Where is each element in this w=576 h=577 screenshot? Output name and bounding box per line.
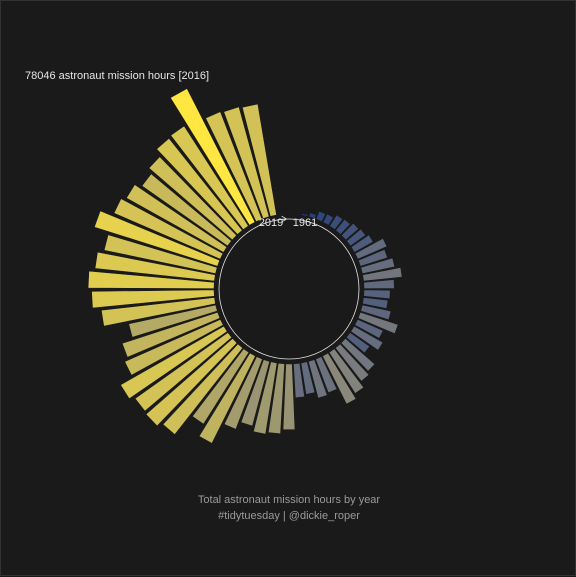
bar-1971 — [357, 249, 388, 267]
bar-2005 — [91, 289, 215, 309]
bar-2019 — [241, 103, 277, 217]
bar-1990 — [282, 363, 296, 430]
peak-annotation: 78046 astronaut mission hours [2016] — [25, 70, 209, 82]
bar-1961 — [301, 213, 309, 217]
bar-1987 — [307, 359, 328, 399]
bar-1980 — [350, 325, 384, 351]
bar-1985 — [322, 352, 357, 405]
bar-1989 — [293, 362, 305, 399]
bar-1969 — [350, 234, 374, 253]
bar-1966 — [335, 218, 351, 235]
bar-1978 — [357, 311, 399, 335]
bar-2000 — [120, 325, 228, 400]
bar-1965 — [329, 214, 344, 230]
bar-1994 — [223, 356, 263, 430]
bar-2002 — [121, 311, 221, 358]
bar-2014 — [156, 137, 243, 235]
bar-2008 — [103, 234, 218, 274]
bar-1973 — [362, 267, 403, 282]
bar-1974 — [363, 279, 395, 289]
bar-1997 — [162, 343, 244, 436]
bar-1970 — [354, 237, 388, 260]
bar-1977 — [360, 304, 392, 321]
bar-1993 — [240, 359, 271, 427]
end-year-label: 2019 — [259, 217, 283, 229]
bar-1972 — [360, 257, 396, 274]
bar-1983 — [334, 343, 370, 382]
bar-1968 — [346, 228, 367, 247]
bar-1998 — [145, 338, 238, 427]
bar-2012 — [141, 173, 232, 247]
bar-2016 — [169, 88, 256, 226]
bar-1984 — [328, 348, 365, 394]
bar-2003 — [128, 304, 218, 338]
year-arrow-icon — [276, 215, 288, 223]
bar-2001 — [124, 318, 224, 376]
bar-1986 — [315, 356, 338, 394]
inner-circle — [218, 218, 360, 360]
bar-2015 — [170, 125, 249, 230]
bar-2011 — [125, 184, 228, 253]
bar-1963 — [315, 210, 327, 222]
bar-2009 — [93, 210, 221, 267]
bars-group — [87, 88, 403, 444]
bar-1992 — [253, 361, 278, 435]
caption-title: Total astronaut mission hours by year — [198, 494, 381, 506]
bar-1964 — [322, 213, 334, 226]
bar-1988 — [300, 361, 316, 395]
bar-2010 — [113, 198, 224, 260]
bar-1975 — [363, 289, 391, 300]
bar-2006 — [87, 270, 215, 289]
bar-1982 — [340, 338, 376, 372]
bar-1996 — [191, 348, 250, 425]
bar-1981 — [345, 332, 371, 354]
start-year-label: 1961 — [293, 217, 317, 229]
caption-credit: #tidytuesday | @dickie_roper — [218, 510, 360, 522]
bar-1991 — [267, 362, 285, 435]
bar-1967 — [340, 222, 360, 241]
bar-1962 — [308, 212, 317, 219]
bar-1999 — [134, 332, 233, 412]
bar-1976 — [362, 297, 389, 309]
bar-2004 — [100, 297, 216, 327]
bar-2013 — [148, 156, 238, 241]
bar-1979 — [354, 318, 384, 339]
bar-2017 — [205, 111, 263, 222]
bar-2007 — [94, 251, 216, 282]
bar-2018 — [223, 106, 270, 219]
bar-1995 — [198, 352, 256, 444]
